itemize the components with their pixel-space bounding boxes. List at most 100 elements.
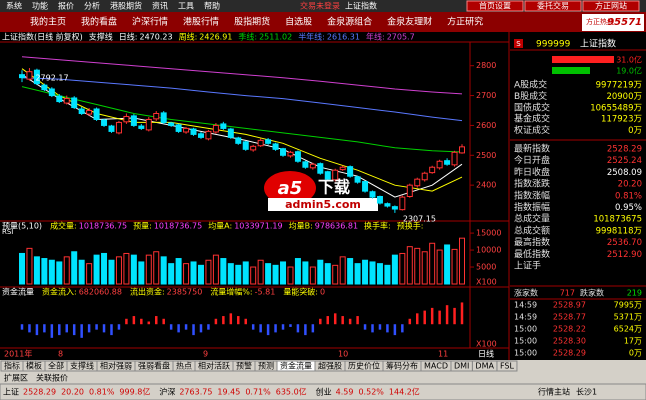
volume-bar: [324, 263, 331, 285]
menu-button[interactable]: [582, 0, 640, 12]
turnover-bar: [552, 67, 590, 74]
tab[interactable]: [496, 360, 518, 372]
y-tick-label: 2700: [476, 91, 496, 100]
tick-price: 2528.30: [553, 337, 586, 346]
tab-label[interactable]: 强弱看盘: [138, 361, 170, 371]
tab-label[interactable]: 全部: [48, 361, 64, 371]
volume-bar: [183, 263, 190, 285]
volume-bar: [287, 266, 294, 285]
menu-symbol: 上证指数: [345, 1, 377, 11]
candle-body: [421, 172, 428, 181]
tab-label[interactable]: 历史价位: [348, 361, 380, 371]
menu-item[interactable]: 功能: [32, 1, 48, 11]
tab-label[interactable]: 资金流量: [280, 361, 312, 371]
status-label: 创业: [316, 387, 332, 397]
nav-item[interactable]: 沪深行情: [132, 16, 168, 28]
quote-row-label: 最高指数: [514, 236, 550, 248]
tick-time: 14:59: [514, 301, 537, 310]
quote-row-label: 上证手: [514, 260, 541, 272]
y-tick-label: 15000: [476, 229, 501, 238]
nav-item[interactable]: 我的主页: [30, 16, 66, 28]
rsi-icon[interactable]: RSI: [2, 228, 13, 236]
candle-body: [108, 125, 115, 132]
menu-item[interactable]: 帮助: [204, 1, 220, 11]
menu-item[interactable]: 报价: [58, 1, 74, 11]
status-value: 2528.29: [23, 388, 56, 397]
tab-label[interactable]: 超强股: [318, 361, 342, 371]
volume-bar: [205, 259, 212, 285]
tab-label[interactable]: 热点: [176, 361, 192, 371]
menu-button-label[interactable]: 方正网站: [595, 1, 627, 11]
quote-row-value: 2508.09: [607, 168, 642, 178]
volume-bar: [160, 256, 167, 285]
date-label: 8: [58, 350, 63, 359]
chart-header: 支撑线: [89, 32, 113, 42]
tab-label[interactable]: 筹码分布: [386, 361, 418, 371]
candle-body: [294, 151, 301, 162]
fund-field-name: 量能突破:: [283, 287, 318, 297]
menu-item[interactable]: 工具: [178, 2, 194, 11]
candle-body: [183, 127, 190, 133]
tab-label[interactable]: 相对强弱: [100, 361, 132, 371]
volume-bar: [332, 264, 339, 285]
tab-label[interactable]: 支撑线: [70, 361, 94, 371]
fund-field-value: 682060.88: [79, 288, 122, 297]
menu-button-label[interactable]: 首页设置: [479, 1, 511, 11]
tab-label[interactable]: DMA: [475, 362, 494, 371]
tab-label[interactable]: 预测: [258, 361, 274, 371]
volume-bar: [197, 264, 204, 285]
nav-item[interactable]: 方正研究: [447, 16, 483, 28]
volume-bar: [369, 261, 376, 285]
menu-button[interactable]: [466, 0, 524, 12]
moving-average-line: [21, 86, 463, 153]
nav-item[interactable]: 股指期货: [234, 16, 270, 28]
nav-item[interactable]: 港股行情: [183, 16, 219, 28]
nav-item[interactable]: 自选股: [285, 16, 312, 28]
tab-label[interactable]: 关联报价: [36, 373, 68, 383]
server-label[interactable]: 行情主站: [538, 387, 570, 397]
nav-item[interactable]: 金泉源组合: [327, 16, 372, 28]
candle-body: [168, 122, 175, 126]
nav-item[interactable]: 我的看盘: [81, 16, 117, 28]
volume-field-name: 预量:: [133, 221, 152, 231]
volume-field-name: 均量A:: [208, 221, 232, 231]
quote-row-value: 2512.90: [607, 250, 642, 260]
candle-body: [48, 88, 55, 97]
breadth-label: 跌家数: [580, 288, 604, 298]
tab-label[interactable]: MACD: [424, 362, 448, 371]
candle-body: [101, 119, 108, 126]
quote-row-label: 权证成交: [514, 124, 550, 136]
tab-label[interactable]: 指标: [4, 361, 20, 371]
candle-body: [235, 137, 242, 144]
tick-price: 2528.22: [553, 325, 586, 334]
candle-body: [302, 161, 309, 168]
menu-button[interactable]: [524, 0, 582, 12]
candle-body: [123, 115, 130, 123]
tab-label[interactable]: 模板: [26, 361, 42, 371]
tab-label[interactable]: 预警: [236, 361, 252, 371]
volume-field-name: 换手率:: [364, 221, 391, 231]
tab-label[interactable]: FSL: [500, 362, 515, 371]
volume-bar: [26, 247, 33, 285]
menu-button-label[interactable]: 委托交易: [537, 1, 569, 11]
turnover-label: 31.0亿: [616, 55, 642, 65]
turnover-bar: [552, 56, 614, 63]
watermark-site: admin5.com: [285, 198, 361, 211]
ma-legend-value: 2470.23: [140, 33, 173, 42]
tab-label[interactable]: 扩展区: [4, 373, 28, 383]
nav-item[interactable]: 金泉友理财: [387, 16, 432, 28]
menu-item[interactable]: 分析: [84, 1, 100, 11]
volume-bar: [250, 266, 257, 285]
menu-item[interactable]: 港股期货: [110, 1, 142, 11]
tick-time: 15:00: [514, 349, 537, 358]
menu-item[interactable]: 系统: [6, 1, 22, 11]
candle-body: [347, 166, 354, 177]
candle-body: [272, 143, 279, 150]
tab-label[interactable]: DMI: [454, 362, 469, 371]
server-site[interactable]: 长沙1: [576, 387, 597, 397]
tab-label[interactable]: 相对活跃: [198, 361, 230, 371]
menu-item[interactable]: 资讯: [152, 1, 168, 11]
candle-body: [436, 160, 443, 169]
volume-bar: [265, 263, 272, 285]
